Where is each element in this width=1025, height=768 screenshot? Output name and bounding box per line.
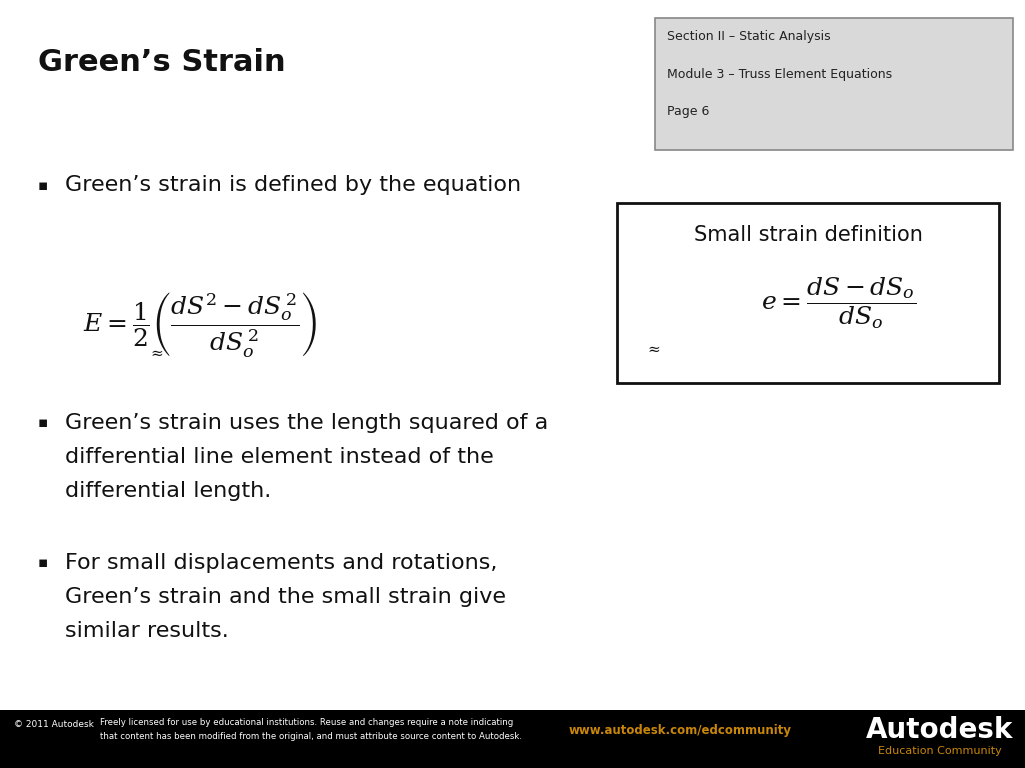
Text: $\approx$: $\approx$ <box>148 345 164 360</box>
Text: Small strain definition: Small strain definition <box>694 225 922 245</box>
Text: Green’s strain uses the length squared of a: Green’s strain uses the length squared o… <box>65 413 548 433</box>
Text: ▪: ▪ <box>38 178 48 193</box>
Text: Green’s Strain: Green’s Strain <box>38 48 286 77</box>
Text: differential line element instead of the: differential line element instead of the <box>65 447 494 467</box>
Text: ▪: ▪ <box>38 415 48 430</box>
Text: For small displacements and rotations,: For small displacements and rotations, <box>65 553 497 573</box>
Bar <box>0 710 1025 768</box>
FancyBboxPatch shape <box>617 203 999 383</box>
Text: Section II – Static Analysis: Section II – Static Analysis <box>667 30 830 43</box>
Text: differential length.: differential length. <box>65 481 272 501</box>
Text: © 2011 Autodesk: © 2011 Autodesk <box>14 720 94 729</box>
Text: $e = \dfrac{dS - dS_o}{dS_o}$: $e = \dfrac{dS - dS_o}{dS_o}$ <box>761 275 916 330</box>
Text: www.autodesk.com/edcommunity: www.autodesk.com/edcommunity <box>569 724 791 737</box>
Text: $E = \dfrac{1}{2}\left(\dfrac{dS^2 - dS_o^{\,2}}{dS_o^{\,2}}\right)$: $E = \dfrac{1}{2}\left(\dfrac{dS^2 - dS_… <box>83 290 317 359</box>
Text: similar results.: similar results. <box>65 621 229 641</box>
Text: Autodesk: Autodesk <box>866 716 1014 744</box>
Text: $\approx$: $\approx$ <box>645 341 661 356</box>
FancyBboxPatch shape <box>655 18 1013 150</box>
Text: Module 3 – Truss Element Equations: Module 3 – Truss Element Equations <box>667 68 892 81</box>
Text: Green’s strain is defined by the equation: Green’s strain is defined by the equatio… <box>65 175 521 195</box>
Text: that content has been modified from the original, and must attribute source cont: that content has been modified from the … <box>100 732 522 741</box>
Text: Education Community: Education Community <box>878 746 1001 756</box>
Text: Freely licensed for use by educational institutions. Reuse and changes require a: Freely licensed for use by educational i… <box>100 718 514 727</box>
Text: Green’s strain and the small strain give: Green’s strain and the small strain give <box>65 587 506 607</box>
Text: Page 6: Page 6 <box>667 105 709 118</box>
Text: ▪: ▪ <box>38 555 48 570</box>
